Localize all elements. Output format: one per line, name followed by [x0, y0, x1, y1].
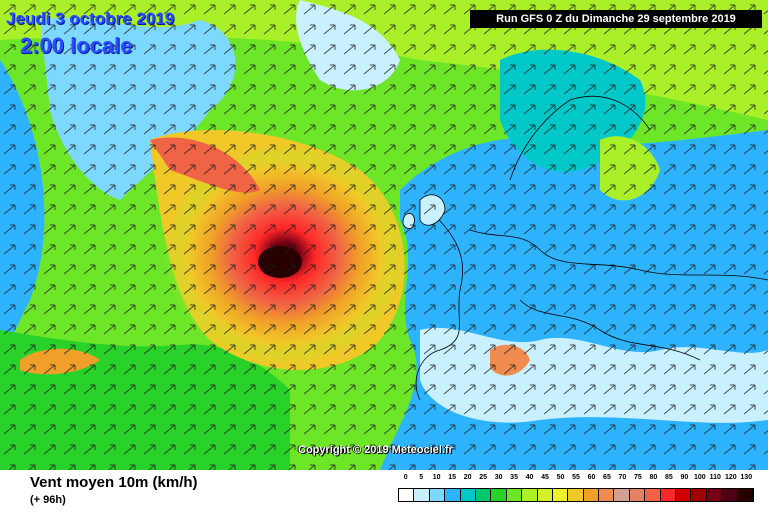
legend-swatch	[522, 489, 538, 501]
legend-swatch	[506, 489, 523, 501]
legend-tick-label: 10	[432, 474, 441, 481]
legend-swatch	[599, 489, 615, 501]
legend-tick-label: 80	[649, 474, 658, 481]
legend-swatch	[737, 489, 753, 501]
legend-tick-label: 15	[448, 474, 457, 481]
legend-tick-label: 5	[419, 474, 424, 481]
copyright-notice: Copyright © 2019 Meteociel.fr	[298, 444, 453, 456]
forecast-offset: (+ 96h)	[30, 494, 66, 506]
legend-tick-label: 60	[587, 474, 596, 481]
legend-swatch	[706, 489, 723, 501]
forecast-time: 2:00 locale	[20, 33, 133, 58]
legend-tick-label: 75	[634, 474, 642, 481]
legend-ticks: 0 5 10 15 20 25 30 35 40 45 50 55 60 65 70 75 80 85 90 100 1…	[398, 474, 754, 486]
legend-tick-label: 55	[572, 474, 580, 481]
legend-tick-label: 130	[740, 474, 753, 481]
legend-tick-label: 70	[618, 474, 627, 481]
wind-map: Jeudi 3 octobre 2019 2:00 locale Run GFS…	[0, 0, 768, 470]
legend-tick-label: 110	[709, 474, 721, 481]
legend-tick-label: 0	[403, 474, 408, 481]
forecast-date: Jeudi 3 octobre 2019	[6, 9, 175, 28]
legend-tick-label: 25	[479, 474, 488, 481]
legend-tick-label: 85	[664, 474, 673, 481]
legend-tick-label: 65	[603, 474, 611, 481]
color-legend: 0 5 10 15 20 25 30 35 40 45 50 55 60 65 70 75 80 85 90 100 1…	[398, 474, 754, 508]
legend-swatch	[475, 489, 492, 501]
legend-tick-label: 50	[556, 474, 565, 481]
footer: Vent moyen 10m (km/h) (+ 96h) 0 5 10 15 20 25…	[0, 470, 768, 512]
legend-swatch	[460, 489, 476, 501]
legend-swatch	[645, 489, 661, 501]
legend-swatch	[583, 489, 600, 501]
legend-swatch	[429, 489, 446, 501]
legend-swatch	[491, 489, 507, 501]
legend-tick-label: 30	[494, 474, 503, 481]
legend-swatch	[537, 489, 553, 501]
legend-swatch	[660, 489, 677, 501]
legend-tick-label: 20	[463, 474, 472, 481]
model-run-label: Run GFS 0 Z du Dimanche 29 septembre 201…	[470, 10, 762, 28]
wind-field-layer	[0, 0, 768, 470]
variable-title: Vent moyen 10m (km/h)	[30, 474, 198, 491]
legend-swatch	[629, 489, 646, 501]
legend-swatch	[552, 489, 569, 501]
legend-swatch	[676, 489, 692, 501]
legend-swatch	[691, 489, 707, 501]
legend-color-bar	[398, 488, 754, 502]
legend-swatch	[399, 489, 415, 501]
legend-tick-label: 120	[724, 474, 737, 481]
legend-tick-label: 35	[510, 474, 518, 481]
legend-swatch	[614, 489, 630, 501]
legend-tick-label: 45	[541, 474, 549, 481]
legend-tick-label: 90	[680, 474, 689, 481]
legend-swatch	[722, 489, 738, 501]
legend-swatch	[445, 489, 461, 501]
legend-tick-label: 40	[525, 474, 534, 481]
legend-swatch	[414, 489, 430, 501]
legend-tick-label: 100	[693, 474, 706, 481]
wind-arrows	[0, 0, 768, 470]
legend-swatch	[568, 489, 584, 501]
